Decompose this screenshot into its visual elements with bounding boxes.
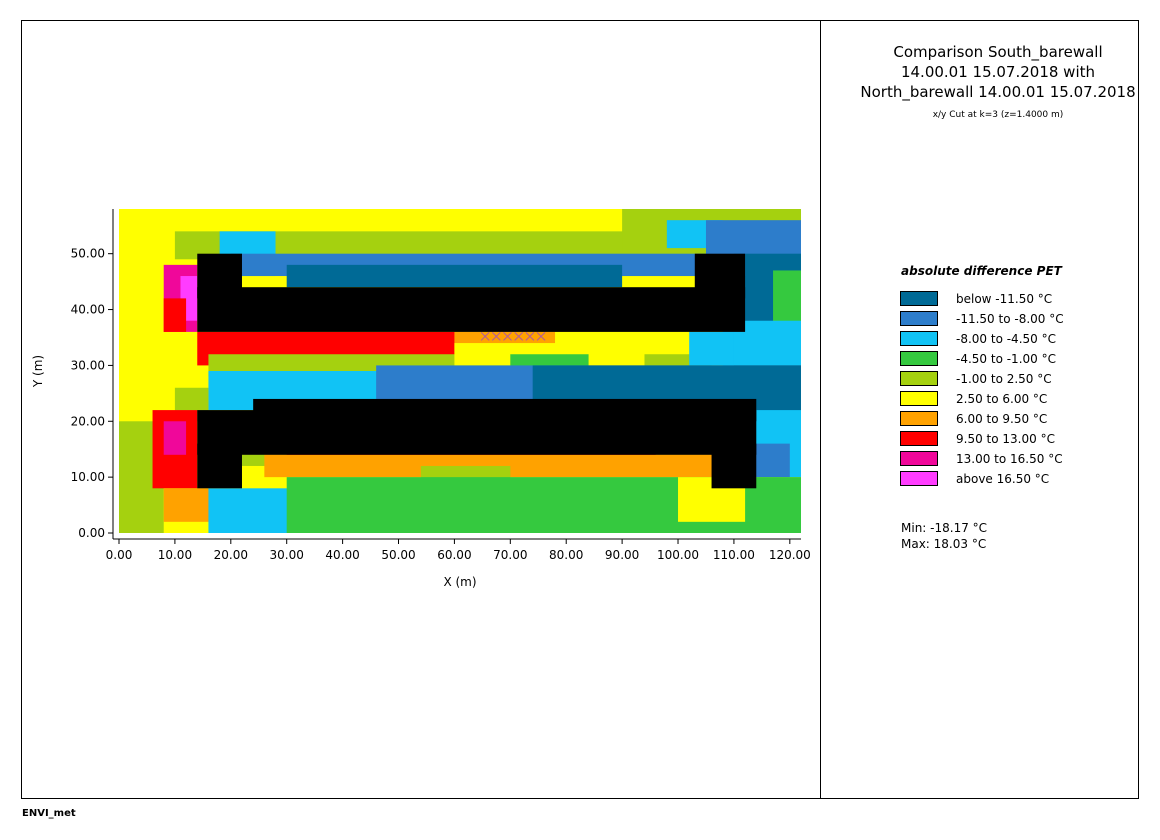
legend-label: 13.00 to 16.50 °C: [956, 452, 1063, 466]
marker-x: [480, 332, 490, 341]
building: [197, 443, 242, 489]
x-tick-label: 30.00: [270, 548, 304, 562]
stats-block: Min: -18.17 °C Max: 18.03 °C: [901, 520, 987, 552]
legend-swatch: [900, 291, 938, 306]
legend-label: -1.00 to 2.50 °C: [956, 372, 1052, 386]
legend-swatch: [900, 311, 938, 326]
chart-title: Comparison South_barewall 14.00.01 15.07…: [860, 43, 1136, 101]
legend-swatch: [900, 451, 938, 466]
legend-swatch: [900, 391, 938, 406]
legend-swatch: [900, 331, 938, 346]
x-tick-label: 110.00: [713, 548, 755, 562]
x-tick-label: 80.00: [549, 548, 583, 562]
legend-label: 9.50 to 13.00 °C: [956, 432, 1055, 446]
x-tick-label: 50.00: [381, 548, 415, 562]
x-tick-label: 70.00: [493, 548, 527, 562]
x-tick-label: 120.00: [769, 548, 811, 562]
x-tick-label: 10.00: [158, 548, 192, 562]
panel-divider: [820, 20, 821, 799]
y-tick-label: 10.00: [71, 470, 105, 484]
heatmap-plot: 0.00 10.00 20.00 30.00 40.00 50.00 60.00 70.00 8…: [31, 209, 811, 589]
x-tick-label: 100.00: [657, 548, 699, 562]
y-tick-label: 30.00: [71, 358, 105, 372]
x-axis-label: X (m): [443, 575, 476, 589]
heatmap-region: [689, 331, 734, 366]
legend-label: above 16.50 °C: [956, 472, 1050, 486]
min-value: Min: -18.17 °C: [901, 521, 988, 535]
y-tick-label: 20.00: [71, 414, 105, 428]
building: [711, 443, 757, 489]
y-tick-label: 40.00: [71, 303, 105, 317]
x-tick-label: 60.00: [437, 548, 471, 562]
y-axis-label: Y (m): [31, 355, 45, 388]
heatmap-region: [773, 270, 801, 327]
chart-subtitle: x/y Cut at k=3 (z=1.4000 m): [932, 110, 1064, 120]
y-tick-label: 50.00: [71, 247, 105, 261]
legend-title: absolute difference PET: [901, 264, 1062, 278]
heatmap-region: [163, 298, 187, 332]
legend-label: 6.00 to 9.50 °C: [956, 412, 1048, 426]
legend-swatch: [900, 431, 938, 446]
x-tick-label: 20.00: [214, 548, 248, 562]
heatmap-region: [286, 264, 623, 288]
x-tick-label: 90.00: [605, 548, 639, 562]
legend-swatch: [900, 371, 938, 386]
heatmap-region: [163, 421, 187, 455]
legend-label: -11.50 to -8.00 °C: [956, 312, 1064, 326]
x-tick-label: 0.00: [106, 548, 133, 562]
figure-frame: [21, 20, 1139, 799]
y-tick-label: 0.00: [78, 526, 105, 540]
marker-x: [514, 332, 524, 341]
legend-label: -4.50 to -1.00 °C: [956, 352, 1056, 366]
title-block: Comparison South_barewall 14.00.01 15.07…: [860, 42, 1136, 120]
marker-x: [491, 332, 501, 341]
building: [694, 253, 746, 299]
building: [197, 287, 746, 332]
building: [253, 398, 757, 422]
marker-x: [525, 332, 535, 341]
marker-x: [536, 332, 546, 341]
legend-swatch: [900, 471, 938, 486]
x-tick-label: 40.00: [325, 548, 359, 562]
legend-label: below -11.50 °C: [956, 292, 1053, 306]
legend-label: -8.00 to -4.50 °C: [956, 332, 1056, 346]
marker-x: [503, 332, 512, 341]
legend-swatch: [900, 351, 938, 366]
legend-label: 2.50 to 6.00 °C: [956, 392, 1048, 406]
max-value: Max: 18.03 °C: [901, 537, 987, 551]
legend-swatch: [900, 411, 938, 426]
building: [197, 253, 242, 299]
footer-label: ENVI_met: [22, 808, 76, 819]
